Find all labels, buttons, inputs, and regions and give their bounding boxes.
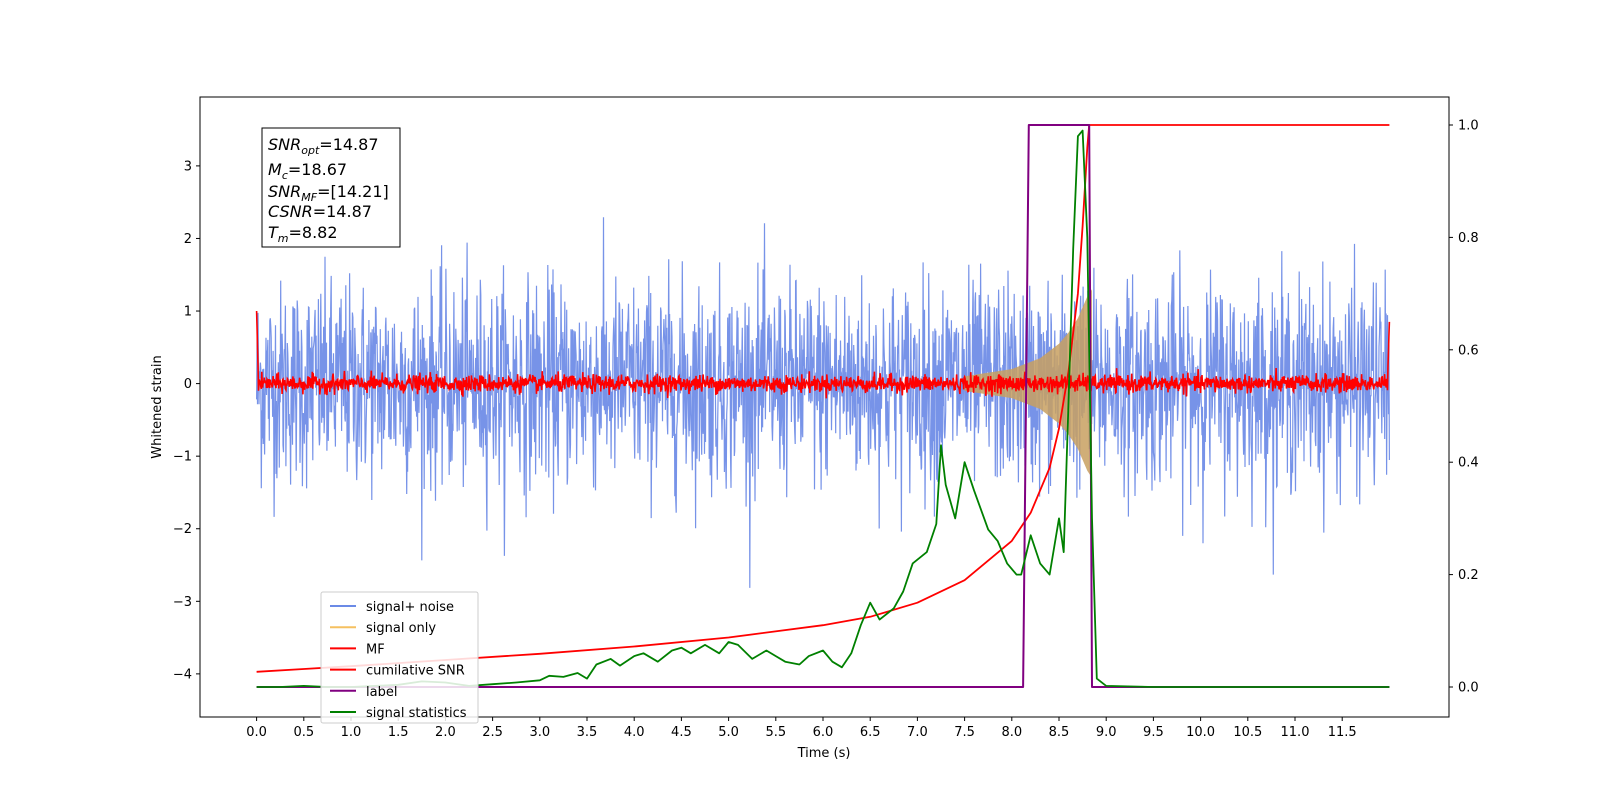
series-mf-line xyxy=(255,310,1391,399)
x-axis-label: Time (s) xyxy=(797,746,851,761)
x-tick-label: 6.0 xyxy=(813,725,834,740)
x-tick-label: 4.5 xyxy=(671,725,692,740)
x-tick-label: 4.0 xyxy=(624,725,645,740)
x-tick-label: 9.5 xyxy=(1143,725,1164,740)
x-tick-label: 6.5 xyxy=(860,725,881,740)
legend-label: label xyxy=(366,685,397,700)
annotation-frame xyxy=(261,127,401,248)
legend-frame xyxy=(320,591,479,724)
y-tick-label-left: −2 xyxy=(173,522,192,537)
x-tick-label: 3.0 xyxy=(529,725,550,740)
y-tick-label-right: 1.0 xyxy=(1458,119,1479,134)
annotation-box: SNRopt=14.87 Mc=18.67 SNRMF=[14.21] CSNR… xyxy=(261,127,401,248)
x-tick-label: 9.0 xyxy=(1096,725,1117,740)
annotation-csnr: CSNR=14.87 xyxy=(268,202,372,221)
x-tick-label: 10.0 xyxy=(1186,725,1215,740)
y-tick-label-left: 3 xyxy=(184,159,192,174)
legend: signal+ noise signal only MF cumilative SNR… xyxy=(320,591,479,724)
y-axis-label: Whitened strain xyxy=(150,355,165,458)
legend-label: signal+ noise xyxy=(366,600,454,615)
legend-label: signal only xyxy=(366,621,436,636)
x-tick-label: 5.0 xyxy=(718,725,739,740)
annotation-tm: Tm=8.82 xyxy=(268,223,338,245)
y-tick-label-left: 2 xyxy=(184,232,192,247)
x-tick-label: 0.5 xyxy=(293,725,314,740)
y-tick-label-right: 0.8 xyxy=(1458,231,1479,246)
series-signal-statistics-line xyxy=(256,129,1390,688)
x-tick-label: 3.5 xyxy=(577,725,598,740)
x-tick-label: 8.0 xyxy=(1001,725,1022,740)
y-tick-label-right: 0.6 xyxy=(1458,343,1479,358)
legend-label: MF xyxy=(366,642,385,657)
y-tick-label-right: 0.0 xyxy=(1458,681,1479,696)
ticks: 0.0 0.5 1.0 1.5 2.0 2.5 3.0 3.5 4.0 4.5 5.0 5.5 6.0 6… xyxy=(173,119,1479,741)
x-tick-label: 10.5 xyxy=(1233,725,1262,740)
y-tick-label-right: 0.2 xyxy=(1458,568,1479,583)
annotation-mc: Mc=18.67 xyxy=(268,160,347,182)
legend-label: signal statistics xyxy=(366,706,467,721)
legend-label: cumilative SNR xyxy=(366,664,465,679)
y-tick-label-left: −1 xyxy=(173,450,192,465)
x-tick-label: 1.0 xyxy=(341,725,362,740)
annotation-snr-mf: SNRMF=[14.21] xyxy=(268,182,389,204)
x-tick-label: 8.5 xyxy=(1049,725,1070,740)
x-tick-label: 2.5 xyxy=(482,725,503,740)
x-tick-label: 2.0 xyxy=(435,725,456,740)
x-tick-label: 7.0 xyxy=(907,725,928,740)
x-tick-label: 7.5 xyxy=(954,725,975,740)
y-tick-label-left: −3 xyxy=(173,595,192,610)
series-signal-noise-line xyxy=(256,217,1391,588)
y-tick-label-right: 0.4 xyxy=(1458,456,1479,471)
x-tick-label: 1.5 xyxy=(388,725,409,740)
y-tick-label-left: −4 xyxy=(173,667,192,682)
y-tick-label-left: 0 xyxy=(184,377,192,392)
x-tick-label: 0.0 xyxy=(246,725,267,740)
x-tick-label: 11.5 xyxy=(1328,725,1357,740)
x-tick-label: 5.5 xyxy=(765,725,786,740)
annotation-snr-opt: SNRopt=14.87 xyxy=(268,135,379,157)
y-tick-label-left: 1 xyxy=(184,305,192,320)
axes-frame xyxy=(199,96,1450,718)
x-tick-label: 11.0 xyxy=(1281,725,1310,740)
